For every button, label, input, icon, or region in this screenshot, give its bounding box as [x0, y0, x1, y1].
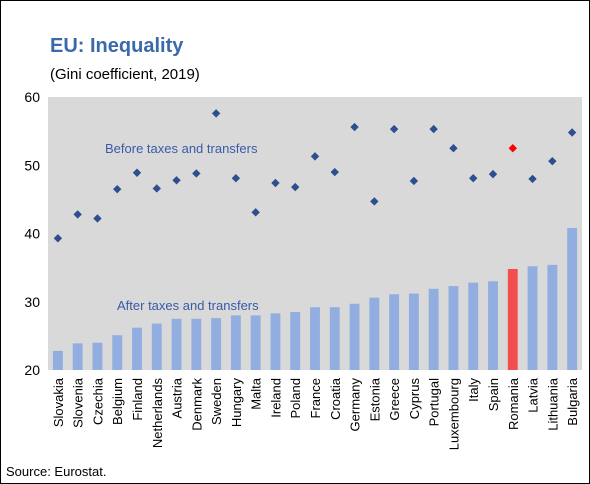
bar: [408, 293, 419, 370]
diamond-marker: [291, 182, 300, 192]
diamond-marker: [172, 176, 181, 185]
bar: [132, 327, 142, 370]
bar: [230, 315, 241, 370]
x-tick-label: Spain: [486, 378, 501, 411]
diamond-marker: [429, 124, 438, 134]
x-tick-label: Portugal: [427, 378, 442, 427]
bar: [310, 307, 320, 370]
diamond-marker: [152, 184, 161, 193]
bar: [191, 318, 202, 370]
diamond-marker: [310, 152, 320, 161]
x-tick-label: Belgium: [110, 378, 125, 425]
x-tick-label: Croatia: [328, 377, 343, 420]
diamond-marker: [271, 178, 280, 188]
x-tick-label: Bulgaria: [565, 377, 580, 425]
bar: [507, 268, 518, 370]
source: Source: Eurostat.: [6, 464, 106, 479]
bar: [428, 288, 439, 370]
annotation: After taxes and transfers: [117, 298, 259, 313]
x-tick-label: Slovenia: [71, 377, 86, 428]
x-tick-label: Netherlands: [150, 378, 165, 449]
diamond-marker: [73, 210, 82, 219]
y-tick-label: 60: [24, 89, 40, 105]
diamond-marker: [251, 208, 260, 217]
bar: [112, 335, 123, 370]
x-tick-label: Hungary: [229, 378, 244, 428]
diamond-marker: [508, 143, 517, 153]
bar: [349, 303, 360, 370]
diamond-marker: [370, 197, 379, 206]
bar: [547, 264, 558, 370]
bar: [52, 350, 63, 370]
chart-title: EU: Inequality: [50, 35, 184, 57]
x-tick-label: Malta: [249, 377, 264, 410]
bar: [448, 286, 459, 370]
diamond-marker: [389, 124, 399, 134]
diamond-marker: [528, 174, 537, 184]
diamond-marker: [548, 156, 557, 166]
x-tick-label: Denmark: [189, 378, 204, 431]
x-tick-label: Greece: [387, 378, 402, 421]
bar: [527, 266, 538, 370]
bar: [72, 343, 83, 370]
bar: [151, 323, 162, 370]
x-tick-label: Lithuania: [545, 377, 560, 431]
diamond-marker: [93, 214, 102, 223]
bar: [567, 228, 578, 370]
bar: [369, 297, 380, 370]
diamond-marker: [192, 169, 201, 178]
x-tick-label: Sweden: [209, 378, 224, 425]
x-tick-label: Germany: [348, 378, 363, 432]
diamond-marker: [211, 109, 221, 118]
diamond-marker: [330, 167, 339, 177]
diamond-marker: [567, 128, 577, 137]
bar: [211, 318, 222, 370]
x-tick-label: France: [308, 378, 323, 418]
x-tick-label: Ireland: [268, 378, 283, 418]
diamond-marker: [409, 176, 419, 186]
y-tick-label: 20: [24, 362, 40, 378]
diamond-marker: [350, 122, 359, 132]
diamond-marker: [53, 234, 63, 243]
bar: [389, 294, 400, 370]
diamond-marker: [113, 184, 122, 194]
x-tick-label: Latvia: [526, 377, 541, 412]
bar: [290, 311, 301, 370]
bar: [329, 307, 340, 370]
chart-subtitle: (Gini coefficient, 2019): [50, 66, 200, 83]
diamond-marker: [469, 174, 478, 183]
x-tick-label: Romania: [506, 377, 521, 430]
bar: [250, 315, 261, 370]
y-tick-label: 40: [24, 226, 40, 242]
x-tick-label: Czechia: [90, 377, 105, 425]
diamond-marker: [231, 174, 241, 183]
bar: [171, 318, 182, 370]
y-tick-label: 30: [24, 294, 40, 310]
annotation: Before taxes and transfers: [105, 141, 258, 156]
bar: [92, 342, 103, 370]
diamond-marker: [488, 169, 498, 179]
y-tick-label: 50: [24, 157, 40, 173]
bar: [488, 281, 498, 370]
diamond-marker: [449, 143, 458, 153]
bar: [468, 282, 479, 370]
x-tick-label: Finland: [130, 378, 145, 421]
bar: [270, 313, 281, 370]
x-tick-label: Luxembourg: [446, 378, 461, 450]
x-tick-label: Poland: [288, 378, 303, 418]
x-tick-label: Slovakia: [51, 377, 66, 427]
x-tick-label: Austria: [170, 377, 185, 418]
x-tick-label: Estonia: [367, 377, 382, 421]
diamond-marker: [132, 168, 142, 177]
x-tick-label: Italy: [466, 378, 481, 402]
x-tick-label: Cyprus: [407, 378, 422, 420]
